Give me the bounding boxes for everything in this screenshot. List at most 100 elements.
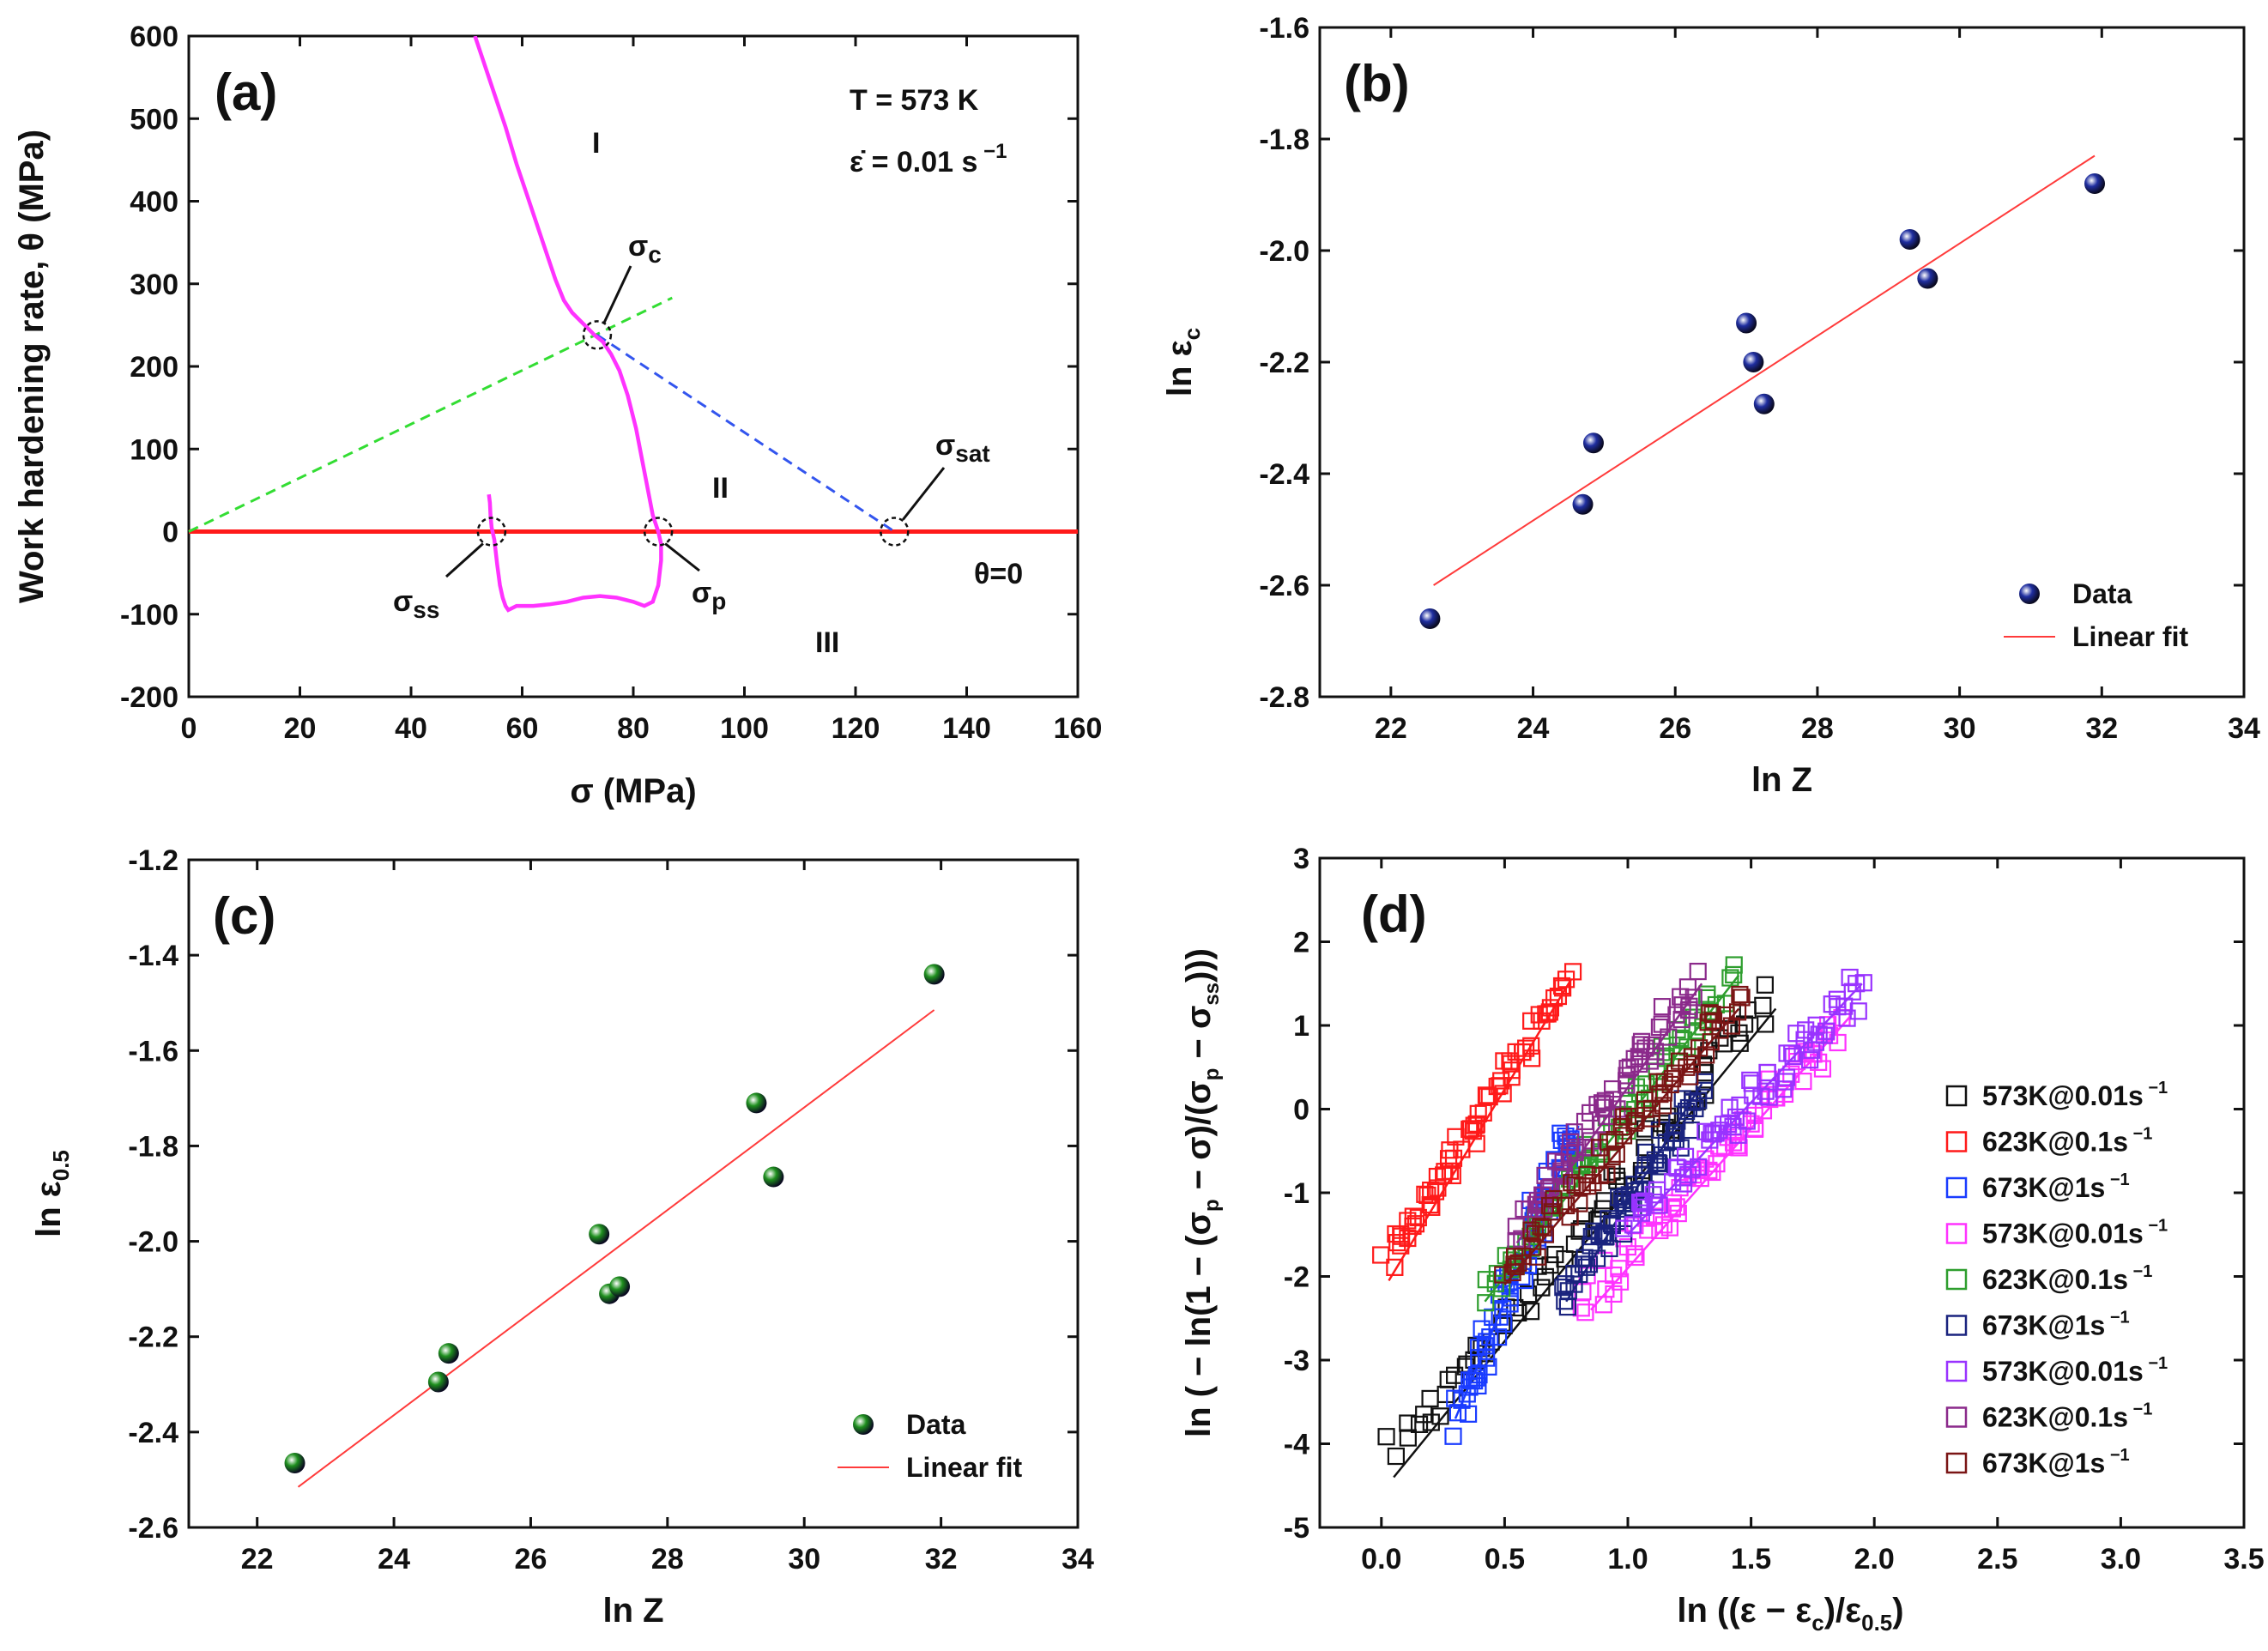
y-tick-label: -2.4	[128, 1417, 178, 1449]
y-tick-label: -1.6	[1259, 12, 1309, 45]
x-tick-label: 24	[1517, 712, 1550, 745]
sigma-p-arrow	[665, 544, 699, 572]
y-axis-label-subscript: c	[1179, 328, 1205, 340]
x-tick-label: 22	[241, 1543, 274, 1575]
y-tick-label: -2.2	[128, 1321, 178, 1354]
y-tick-label: 0	[162, 517, 178, 549]
x-tick-label: 40	[395, 712, 427, 745]
legend-symbol	[1947, 1270, 1966, 1289]
data-point	[1479, 1272, 1494, 1287]
data-point	[428, 1372, 449, 1393]
data-point	[1757, 977, 1773, 993]
y-tick-label: -1.4	[128, 940, 178, 972]
x-axis-label: ln ((ε − εc)/ε0.5)	[1677, 1592, 1903, 1636]
y-axis-label: ln ( − ln(1 − (σp − σ)/(σp − σss)))	[1180, 948, 1224, 1437]
legend-data-label: Data	[906, 1409, 966, 1440]
x-tick-label: 34	[2228, 712, 2260, 745]
x-tick-label: 26	[515, 1543, 547, 1575]
legend-symbol	[1947, 1316, 1966, 1335]
strain-rate-label: ε̇ = 0.01 s −1	[850, 140, 1007, 178]
y-tick-label: -2.8	[1259, 681, 1309, 714]
y-axis-label-main: ln ε	[1161, 340, 1199, 396]
sigma-c-label-subscript: c	[648, 241, 662, 268]
data-point	[438, 1343, 459, 1364]
x-tick-label: 0.0	[1361, 1543, 1401, 1575]
legend-label-exponent: −1	[2144, 1079, 2168, 1098]
x-tick-label: 60	[506, 712, 539, 745]
legend-label: 573K@0.01s −1	[1982, 1217, 2168, 1249]
y-tick-label: -200	[120, 681, 178, 714]
legend-label: 673K@1s −1	[1982, 1446, 2130, 1479]
plot-frame	[189, 36, 1078, 697]
data-point	[1388, 1448, 1404, 1464]
y-tick-label: -3	[1284, 1345, 1309, 1377]
data-point	[1446, 1429, 1461, 1444]
series-573K-0-01s	[1379, 977, 1776, 1478]
linear-fit-line	[1434, 156, 2095, 586]
strain-rate-text: ε̇ = 0.01 s	[850, 146, 977, 178]
legend-symbol	[1947, 1225, 1966, 1243]
y-axis-label: ln ε0.5	[30, 1150, 74, 1237]
x-tick-label: 30	[788, 1543, 820, 1575]
data-point	[1917, 269, 1938, 289]
legend-point-symbol	[2019, 584, 2040, 604]
legend-label-exponent: −1	[2128, 1125, 2152, 1144]
y-tick-label: -1	[1284, 1177, 1309, 1210]
legend-label-exponent: −1	[2105, 1446, 2129, 1465]
legend-label: 573K@0.01s −1	[1982, 1079, 2168, 1111]
legend-label-exponent: −1	[2105, 1170, 2129, 1189]
y-tick-label: -2	[1284, 1261, 1309, 1294]
y-axis-label-subscript: 0.5	[48, 1150, 74, 1181]
sigma-ss-label: σss	[393, 585, 439, 623]
x-tick-label: 28	[1801, 712, 1834, 745]
x-label-part: )/ε	[1824, 1592, 1861, 1630]
panel-label: (a)	[215, 64, 277, 121]
panel-label: (b)	[1344, 55, 1410, 112]
legend-label-text: 573K@0.01s	[1982, 1080, 2144, 1111]
legend-label-text: 573K@0.01s	[1982, 1219, 2144, 1249]
y-label-subscript: ss	[1201, 983, 1224, 1006]
panel-c-ln-epsilon-05-chart: 22 24 26 28 30 32 34 -2.6 -2.4 -2.2 -2.0 -1.8 -1.6 -1…	[30, 844, 1094, 1630]
panel-d-avrami-chart: 0.0 0.5 1.0 1.5 2.0 2.5 3.0 3.5-5-4-3-2-10123(d…	[1180, 843, 2265, 1636]
data-point	[1379, 1429, 1394, 1444]
strain-rate-exponent: −1	[977, 140, 1007, 163]
legend-symbol	[1947, 1454, 1966, 1473]
x-tick-label: 30	[1944, 712, 1976, 745]
y-tick-label: 300	[130, 269, 178, 301]
data-point	[1423, 1391, 1438, 1406]
figure: 0 20 40 60 80 100 120 140 160-200-10001002003004…	[0, 0, 2268, 1651]
legend-label-text: 623K@0.1s	[1982, 1264, 2128, 1295]
data-point	[1743, 352, 1763, 372]
theta-zero-label: θ=0	[974, 558, 1023, 590]
y-label-part: − σ	[1180, 1006, 1218, 1068]
x-tick-label: 0	[181, 712, 197, 745]
panel-d-plot-area	[1373, 958, 1872, 1478]
y-tick-label: -2.0	[128, 1226, 178, 1259]
y-tick-label: 600	[130, 21, 178, 53]
y-label-subscript: p	[1201, 1068, 1224, 1081]
legend-label-exponent: −1	[2128, 1262, 2152, 1281]
x-tick-label: 140	[942, 712, 991, 745]
y-axis-label: Work hardening rate, θ (MPa)	[13, 130, 51, 603]
x-tick-label: 32	[2085, 712, 2118, 745]
x-tick-label: 26	[1659, 712, 1691, 745]
data-point	[1400, 1416, 1415, 1431]
data-point	[1547, 1247, 1563, 1262]
y-tick-label: -5	[1284, 1512, 1309, 1545]
y-tick-label: -1.8	[128, 1130, 178, 1163]
legend-label-exponent: −1	[2105, 1309, 2129, 1327]
data-point	[1900, 229, 1920, 250]
x-label-subscript: 0.5	[1861, 1610, 1892, 1636]
data-point	[1577, 1304, 1593, 1320]
sigma-c-arrow	[604, 266, 631, 323]
sigma-p-label: σp	[692, 577, 726, 614]
legend-label-exponent: −1	[2128, 1400, 2152, 1419]
legend-label: 673K@1s −1	[1982, 1170, 2130, 1203]
y-tick-label: 0	[1293, 1094, 1309, 1127]
y-tick-label: 3	[1293, 843, 1309, 875]
data-point	[1557, 1251, 1573, 1267]
x-tick-label: 22	[1375, 712, 1407, 745]
sigma-c-label-symbol: σ	[628, 230, 648, 263]
legend-symbol	[1947, 1178, 1966, 1197]
y-label-part: ln ( − ln(1 − (σ	[1180, 1212, 1218, 1437]
